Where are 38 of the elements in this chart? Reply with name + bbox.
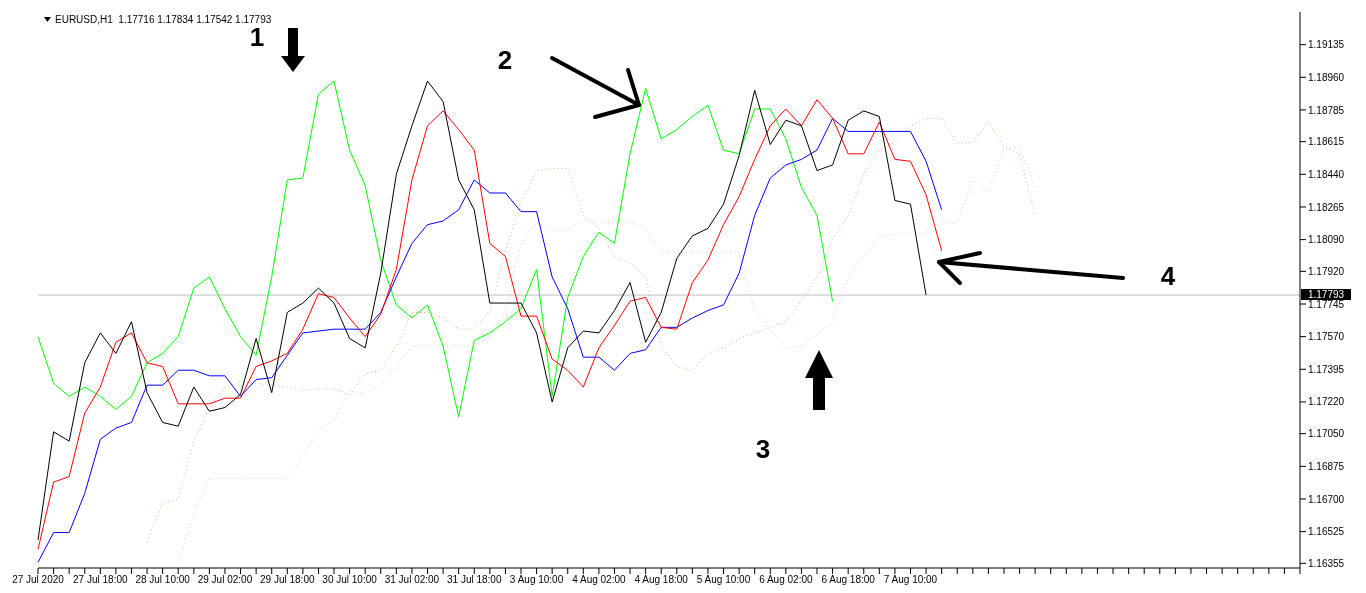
y-tick-label: 1.16525 (1308, 526, 1345, 538)
x-tick-label: 7 Aug 10:00 (883, 574, 938, 586)
y-tick-label: 1.16355 (1308, 557, 1345, 569)
x-tick-label: 4 Aug 02:00 (572, 574, 627, 586)
x-tick-label: 30 Jul 10:00 (322, 574, 378, 586)
x-tick-label: 27 Jul 18:00 (73, 574, 128, 586)
y-tick-label: 1.17050 (1308, 428, 1345, 440)
line-series (37, 80, 834, 418)
x-tick-label: 5 Aug 10:00 (696, 574, 751, 586)
y-tick-label: 1.18090 (1308, 234, 1345, 246)
x-tick-label: 4 Aug 18:00 (634, 574, 689, 586)
x-tick-label: 27 Jul 2020 (12, 574, 65, 586)
x-tick-label: 6 Aug 18:00 (821, 574, 876, 586)
annotation: 3 (755, 433, 771, 465)
y-tick-label: 1.18440 (1308, 168, 1345, 180)
y-tick-label: 1.18265 (1308, 201, 1345, 213)
x-tick-label: 31 Jul 18:00 (447, 574, 502, 586)
x-tick-label: 31 Jul 02:00 (384, 574, 440, 586)
y-tick-label: 1.17745 (1308, 298, 1345, 310)
x-tick-label: 29 Jul 18:00 (260, 574, 315, 586)
y-tick-label: 1.17920 (1308, 265, 1345, 277)
y-tick-label: 1.16700 (1308, 493, 1345, 505)
annotation: 4 (1160, 260, 1176, 292)
y-tick-label: 1.18785 (1308, 104, 1345, 116)
y-tick-label: 1.17220 (1308, 396, 1345, 408)
chart-title: EURUSD,H1 1.17716 1.17834 1.17542 1.17793 (55, 14, 272, 25)
ref-line-label: 1.17793 (1307, 289, 1345, 301)
annotation: 2 (497, 44, 513, 76)
y-tick-label: 1.17570 (1308, 331, 1345, 343)
y-tick-label: 1.16875 (1308, 460, 1345, 472)
x-tick-label: 29 Jul 02:00 (197, 574, 253, 586)
y-tick-label: 1.18615 (1308, 136, 1345, 148)
y-tick-label: 1.18960 (1308, 71, 1345, 83)
x-tick-label: 3 Aug 10:00 (509, 574, 564, 586)
y-tick-label: 1.17395 (1308, 363, 1345, 375)
y-tick-label: 1.19135 (1308, 39, 1345, 51)
x-tick-label: 28 Jul 10:00 (135, 574, 191, 586)
x-tick-label: 6 Aug 02:00 (759, 574, 813, 586)
